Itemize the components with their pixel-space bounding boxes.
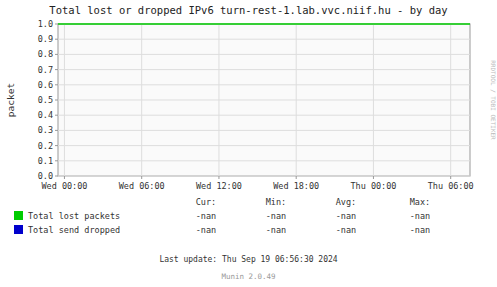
stats-header: Cur: xyxy=(196,197,216,207)
tick-label: Wed 06:00 xyxy=(119,181,165,191)
tick xyxy=(296,176,297,179)
side-text: RRDTOOL / TOBI OETIKER xyxy=(490,60,497,140)
tick-label: 0.5 xyxy=(38,95,53,105)
tick xyxy=(55,176,58,177)
tick-label: 0.1 xyxy=(38,156,53,166)
tick xyxy=(55,84,58,85)
reference-line xyxy=(58,23,470,25)
tick-label: Wed 18:00 xyxy=(273,181,319,191)
grid-line xyxy=(296,24,297,176)
tick xyxy=(55,115,58,116)
tick-label: 0.9 xyxy=(38,34,53,44)
grid-line xyxy=(58,130,470,131)
tick xyxy=(218,176,219,179)
chart: Total lost or dropped IPv6 turn-rest-1.l… xyxy=(0,0,497,287)
grid-line xyxy=(58,145,470,146)
grid-line xyxy=(58,160,470,161)
footer: Last update: Thu Sep 19 06:56:30 2024 xyxy=(159,255,337,264)
legend-swatch xyxy=(14,225,23,234)
stats-value: -nan xyxy=(410,225,430,235)
stats-header: Min: xyxy=(266,197,286,207)
stats-value: -nan xyxy=(266,211,286,221)
plot-frame xyxy=(58,24,470,176)
tick-label: 0.7 xyxy=(38,65,53,75)
plot-marks xyxy=(58,24,470,25)
grid-line xyxy=(58,39,470,40)
tick-label: 0.3 xyxy=(38,125,53,135)
grid-line xyxy=(218,24,219,176)
stats-value: -nan xyxy=(336,211,356,221)
tick xyxy=(55,100,58,101)
tick xyxy=(450,176,451,179)
title: Total lost or dropped IPv6 turn-rest-1.l… xyxy=(49,4,447,16)
grid-line xyxy=(58,115,470,116)
stats-value: -nan xyxy=(196,211,216,221)
grid-line xyxy=(450,24,451,176)
version: Munin 2.0.49 xyxy=(221,272,275,281)
grid-line xyxy=(58,69,470,70)
tick-label: Thu 00:00 xyxy=(350,181,396,191)
stats-header: Avg: xyxy=(336,197,356,207)
legend-entry: Total lost packets xyxy=(28,211,120,221)
grid-line xyxy=(58,84,470,85)
tick-label: 0.0 xyxy=(38,171,53,181)
grid-line xyxy=(373,24,374,176)
tick xyxy=(55,24,58,25)
grid-line xyxy=(64,24,65,176)
tick xyxy=(55,39,58,40)
grid-line xyxy=(58,54,470,55)
axis-label: packet xyxy=(5,83,16,117)
stats-value: -nan xyxy=(336,225,356,235)
tick-label: Thu 06:00 xyxy=(428,181,474,191)
stats-header: Max: xyxy=(410,197,430,207)
tick xyxy=(64,176,65,179)
tick xyxy=(55,160,58,161)
tick-label: 0.4 xyxy=(38,110,53,120)
stats-value: -nan xyxy=(196,225,216,235)
tick xyxy=(55,145,58,146)
tick xyxy=(373,176,374,179)
grid-line xyxy=(141,24,142,176)
tick-label: 0.6 xyxy=(38,80,53,90)
grid-line xyxy=(58,24,470,25)
grid-line xyxy=(58,176,470,177)
tick-label: Wed 00:00 xyxy=(41,181,87,191)
stats-value: -nan xyxy=(266,225,286,235)
tick-label: Wed 12:00 xyxy=(196,181,242,191)
tick xyxy=(141,176,142,179)
tick xyxy=(55,130,58,131)
grid-line xyxy=(58,100,470,101)
legend-entry: Total send dropped xyxy=(28,225,120,235)
stats-value: -nan xyxy=(410,211,430,221)
tick xyxy=(55,69,58,70)
tick-label: 0.2 xyxy=(38,141,53,151)
tick-label: 0.8 xyxy=(38,49,53,59)
tick-label: 1.0 xyxy=(38,19,53,29)
legend-swatch xyxy=(14,211,23,220)
tick xyxy=(55,54,58,55)
